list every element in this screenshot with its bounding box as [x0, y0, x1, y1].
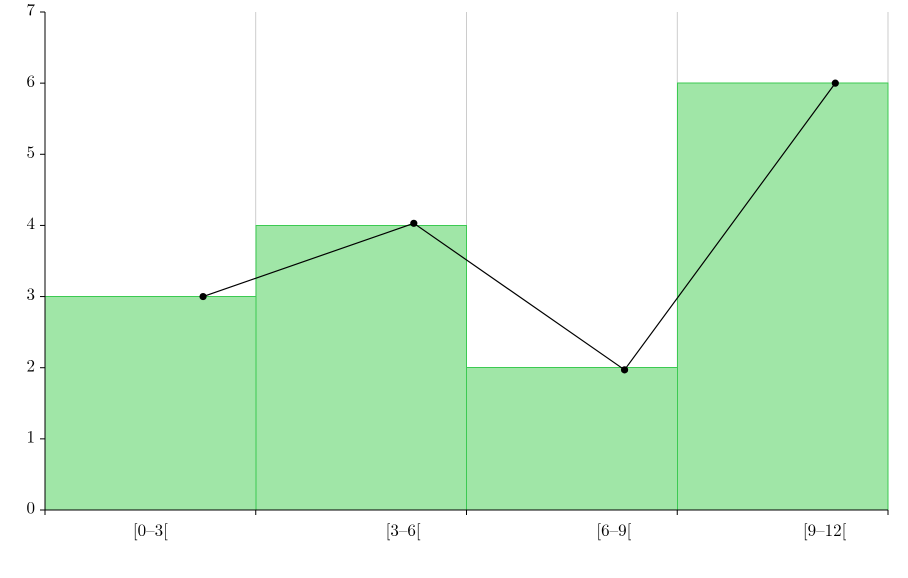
- line-marker: [621, 367, 627, 373]
- y-tick-label: 7: [27, 0, 36, 21]
- histogram-bar: [467, 368, 678, 510]
- histogram-line-chart: 0 1 2 3 4 5 6 7 [0–3[ [3–6[ [6–9[ [9–12[: [0, 0, 908, 578]
- chart-container: 0 1 2 3 4 5 6 7 [0–3[ [3–6[ [6–9[ [9–12[: [0, 0, 908, 578]
- y-tick-label: 5: [27, 139, 36, 163]
- line-marker: [411, 220, 417, 226]
- histogram-bar: [677, 83, 888, 510]
- x-tick-label: [9–12[: [803, 517, 847, 541]
- y-tick-label: 1: [27, 424, 36, 448]
- y-tick-label: 6: [27, 68, 36, 92]
- x-tick-label: [0–3[: [133, 517, 168, 541]
- y-tick-label: 0: [27, 495, 36, 519]
- line-marker: [832, 80, 838, 86]
- histogram-bar: [45, 297, 256, 510]
- y-tick-label: 2: [27, 352, 36, 376]
- y-tick-label: 4: [27, 210, 36, 234]
- histogram-bar: [256, 225, 467, 510]
- x-tick-label: [3–6[: [386, 517, 421, 541]
- y-tick-label: 3: [27, 281, 36, 305]
- x-tick-label: [6–9[: [596, 517, 631, 541]
- line-marker: [200, 293, 206, 299]
